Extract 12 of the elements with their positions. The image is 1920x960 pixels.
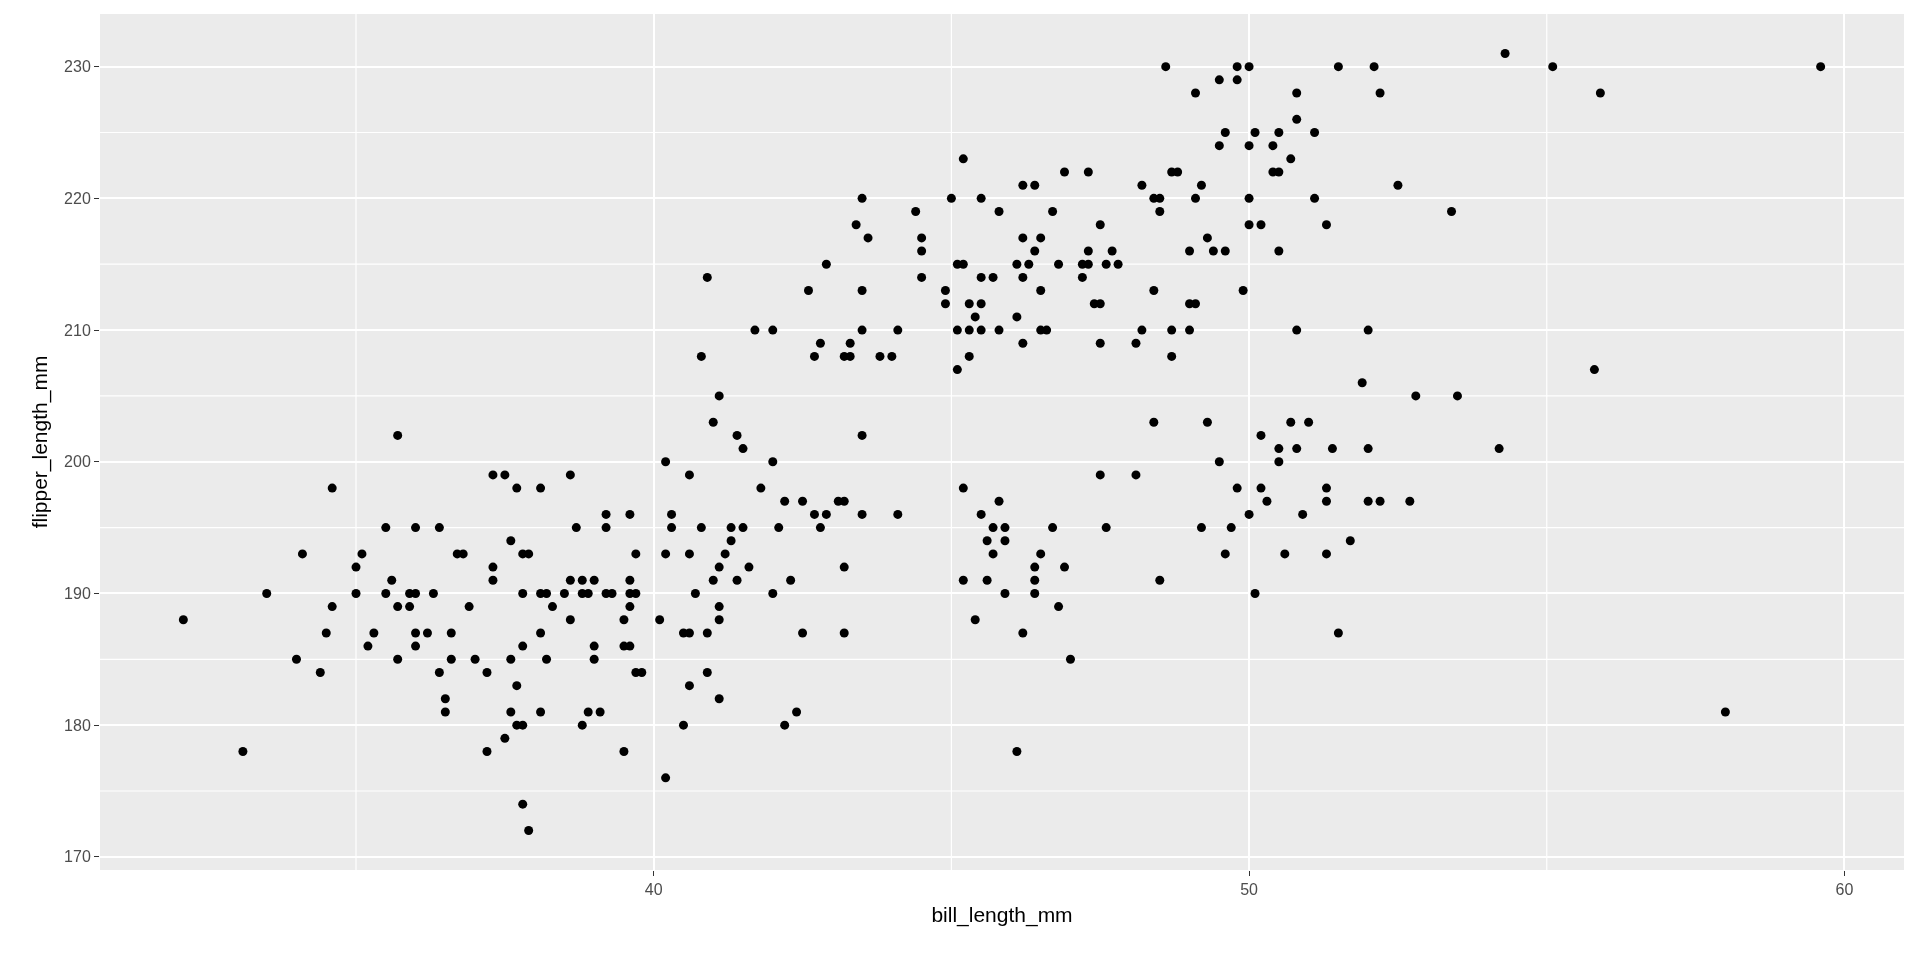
y-axis-title: flipper_length_mm	[28, 355, 53, 529]
x-axis-title: bill_length_mm	[931, 903, 1073, 928]
y-tick-label: 220	[64, 189, 91, 207]
y-tick-label: 200	[64, 453, 91, 471]
x-tick-label: 40	[644, 881, 663, 899]
x-tick-label: 60	[1835, 881, 1854, 899]
y-tick-label: 180	[64, 716, 91, 734]
y-tick-label: 190	[64, 585, 91, 603]
y-tick-label: 230	[64, 58, 91, 76]
y-tick-label: 210	[64, 321, 91, 339]
y-tick-label: 170	[64, 848, 91, 866]
x-tick-label: 50	[1240, 881, 1259, 899]
